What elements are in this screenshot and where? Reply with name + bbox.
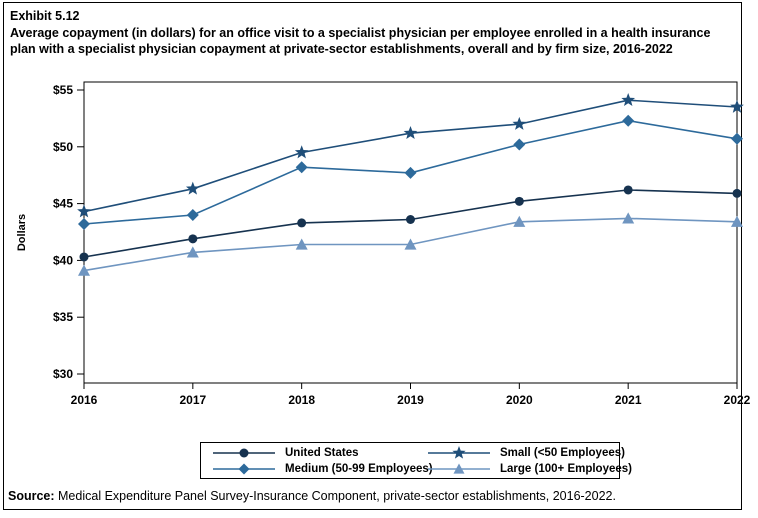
source-text: Medical Expenditure Panel Survey-Insuran… [54, 489, 616, 503]
star-marker-icon [428, 445, 490, 459]
y-tick-label: $35 [53, 310, 73, 324]
x-tick-label: 2022 [724, 393, 751, 407]
data-point-star [512, 116, 527, 130]
legend-label: United States [285, 446, 359, 459]
data-point-diamond [513, 138, 526, 151]
y-tick-label: $55 [53, 83, 73, 97]
title-block: Exhibit 5.12 Average copayment (in dolla… [10, 8, 734, 57]
x-tick-label: 2021 [615, 393, 642, 407]
legend-item: United States [211, 445, 426, 461]
data-point-star [621, 93, 636, 107]
circle-marker-icon [213, 448, 275, 457]
legend-item: Large (100+ Employees) [426, 461, 632, 477]
data-point-triangle [78, 264, 90, 276]
data-point-circle [297, 218, 307, 228]
page-border [3, 2, 742, 510]
y-tick-label: $30 [53, 367, 73, 381]
data-point-diamond [731, 132, 743, 145]
legend-item: Small (<50 Employees) [426, 445, 632, 461]
chart-legend: United States Small (<50 Employees) Medium… [200, 442, 632, 479]
y-tick-label: $50 [53, 140, 73, 154]
legend-label: Large (100+ Employees) [500, 462, 632, 475]
data-point-circle [188, 234, 198, 244]
data-point-star [294, 145, 309, 159]
data-point-diamond [78, 218, 90, 230]
legend-label: Small (<50 Employees) [500, 446, 625, 459]
data-point-diamond [622, 114, 635, 127]
data-point-triangle [731, 215, 743, 227]
data-point-circle [623, 185, 633, 195]
data-point-triangle [513, 215, 526, 227]
data-point-star [185, 181, 200, 195]
data-point-star [403, 126, 418, 140]
data-point-diamond [404, 166, 417, 179]
y-tick-label: $45 [53, 197, 73, 211]
x-tick-label: 2016 [71, 393, 98, 407]
data-point-circle [514, 196, 524, 206]
legend-item: Medium (50-99 Employees) [211, 461, 433, 477]
data-point-triangle [295, 238, 308, 250]
data-point-circle [406, 215, 415, 225]
data-point-diamond [186, 209, 199, 221]
data-point-diamond [295, 161, 308, 174]
x-tick-label: 2020 [506, 393, 533, 407]
diamond-marker-icon [213, 463, 275, 474]
x-tick-label: 2018 [288, 393, 315, 407]
copayment-line-chart: $30 $35 $40 $45 $50 $55 2016 2017 2018 2019 2020 20… [16, 81, 751, 407]
source-label: Source: [8, 489, 55, 503]
data-point-star [77, 204, 91, 218]
source-note: Source: Medical Expenditure Panel Survey… [8, 489, 616, 503]
data-point-triangle [404, 238, 417, 250]
data-point-triangle [186, 246, 199, 258]
chart-title: Average copayment (in dollars) for an of… [10, 26, 711, 56]
exhibit-label: Exhibit 5.12 [10, 9, 80, 23]
y-axis-title: Dollars [16, 214, 28, 251]
series-line-star [83, 99, 738, 213]
triangle-marker-icon [428, 463, 490, 474]
x-tick-label: 2019 [397, 393, 424, 407]
legend-label: Medium (50-99 Employees) [285, 462, 433, 475]
data-point-circle [732, 188, 742, 198]
data-point-circle [79, 252, 89, 262]
data-point-star [730, 99, 744, 113]
y-tick-label: $40 [53, 253, 73, 267]
x-tick-label: 2017 [179, 393, 206, 407]
data-point-triangle [622, 212, 635, 224]
